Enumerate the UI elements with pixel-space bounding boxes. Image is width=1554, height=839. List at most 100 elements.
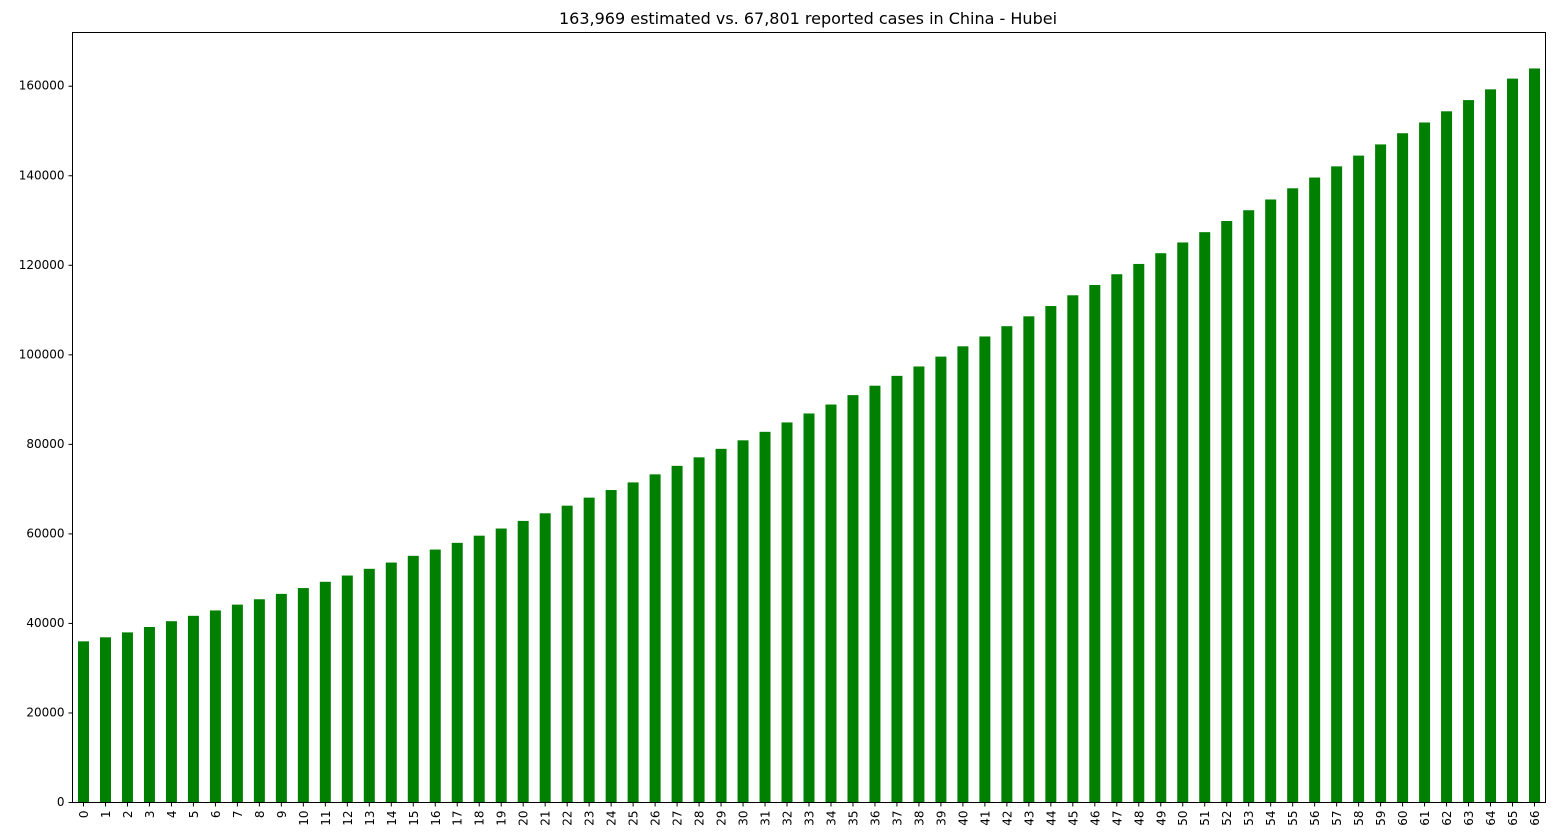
bar-20	[517, 520, 529, 803]
bar-57	[1331, 166, 1343, 803]
bar-58	[1353, 155, 1365, 803]
y-axis: 0 20000 40000 60000 80000 100000 120000 140000 1…	[19, 79, 73, 809]
x-tick-label: 57	[1330, 811, 1344, 826]
x-tick-label: 38	[912, 811, 926, 826]
bar-25	[627, 482, 639, 803]
bar-5	[187, 615, 199, 803]
x-tick-label: 62	[1440, 811, 1454, 826]
bar-35	[847, 395, 859, 803]
x-tick-label: 20	[517, 811, 531, 826]
x-tick-label: 33	[803, 811, 817, 826]
x-tick-label: 27	[671, 811, 685, 826]
y-tick-label: 40000	[26, 616, 64, 630]
x-tick-label: 28	[693, 811, 707, 826]
x-tick-label: 15	[407, 811, 421, 826]
bar-42	[1001, 326, 1013, 803]
x-tick-label: 53	[1242, 811, 1256, 826]
plot-frame	[72, 32, 1546, 803]
x-tick-label: 59	[1374, 811, 1388, 826]
x-tick-label: 9	[275, 811, 289, 819]
chart-title: 163,969 estimated vs. 67,801 reported ca…	[559, 9, 1057, 28]
y-tick-label: 80000	[26, 437, 64, 451]
bar-4	[165, 621, 177, 803]
bar-64	[1485, 89, 1497, 803]
bar-32	[781, 422, 793, 803]
bar-59	[1375, 144, 1387, 803]
x-tick-label: 43	[1022, 811, 1036, 826]
bar-27	[671, 465, 683, 803]
x-axis: 0 1 2 3 4 5 6 7 8 9 10 11 12 13 14 15 16 17 18 19 20 21 22 23 24…	[77, 802, 1542, 826]
bar-16	[429, 549, 441, 803]
bar-24	[605, 490, 617, 803]
x-tick-label: 11	[319, 811, 333, 826]
x-tick-label: 14	[385, 811, 399, 826]
bar-34	[825, 404, 837, 803]
x-tick-label: 61	[1418, 811, 1432, 826]
bar-49	[1155, 253, 1167, 803]
bar-1	[99, 637, 111, 803]
y-tick-label: 160000	[19, 79, 65, 93]
x-tick-label: 3	[143, 811, 157, 819]
bar-38	[913, 366, 925, 803]
bar-63	[1463, 100, 1475, 803]
bar-14	[385, 562, 397, 803]
x-tick-label: 58	[1352, 811, 1366, 826]
x-tick-label: 7	[231, 811, 245, 819]
x-tick-label: 22	[561, 811, 575, 826]
x-tick-label: 8	[253, 811, 267, 819]
bar-65	[1507, 78, 1519, 803]
x-tick-label: 34	[824, 811, 838, 826]
bar-3	[143, 627, 155, 803]
x-tick-label: 42	[1000, 811, 1014, 826]
bar-7	[231, 604, 243, 803]
bars-group	[77, 68, 1541, 803]
x-tick-label: 32	[781, 811, 795, 826]
bar-61	[1419, 122, 1431, 803]
x-tick-label: 48	[1132, 811, 1146, 826]
bar-15	[407, 555, 419, 803]
bar-12	[341, 575, 353, 803]
bar-28	[693, 457, 705, 803]
x-tick-label: 51	[1198, 811, 1212, 826]
x-tick-label: 30	[737, 811, 751, 826]
x-tick-label: 23	[583, 811, 597, 826]
x-tick-label: 31	[759, 811, 773, 826]
x-tick-label: 35	[846, 811, 860, 826]
bar-46	[1089, 284, 1101, 803]
bar-31	[759, 431, 771, 803]
bar-47	[1111, 274, 1123, 803]
x-tick-label: 52	[1220, 811, 1234, 826]
x-tick-label: 66	[1528, 811, 1542, 826]
bar-10	[297, 588, 309, 803]
bar-62	[1441, 111, 1453, 803]
x-tick-label: 44	[1044, 811, 1058, 826]
x-tick-label: 65	[1506, 811, 1520, 826]
x-tick-label: 41	[978, 811, 992, 826]
bar-60	[1397, 133, 1409, 803]
bar-18	[473, 535, 485, 803]
x-tick-label: 29	[715, 811, 729, 826]
bar-36	[869, 385, 881, 803]
bar-26	[649, 474, 661, 803]
bar-23	[583, 497, 595, 803]
x-tick-label: 39	[934, 811, 948, 826]
bar-56	[1309, 177, 1321, 803]
x-tick-label: 5	[187, 811, 201, 819]
bar-30	[737, 440, 749, 803]
bar-17	[451, 542, 463, 803]
x-tick-label: 12	[341, 811, 355, 826]
y-tick-label: 140000	[19, 168, 65, 182]
x-tick-label: 40	[956, 811, 970, 826]
y-tick-label: 120000	[19, 258, 65, 272]
bar-19	[495, 528, 507, 803]
x-tick-label: 26	[649, 811, 663, 826]
bar-44	[1045, 306, 1057, 803]
x-tick-label: 13	[363, 811, 377, 826]
x-tick-label: 4	[165, 811, 179, 819]
bar-0	[77, 641, 89, 803]
bar-53	[1243, 210, 1255, 803]
bar-6	[209, 610, 221, 803]
x-tick-label: 25	[627, 811, 641, 826]
bar-2	[121, 632, 133, 803]
